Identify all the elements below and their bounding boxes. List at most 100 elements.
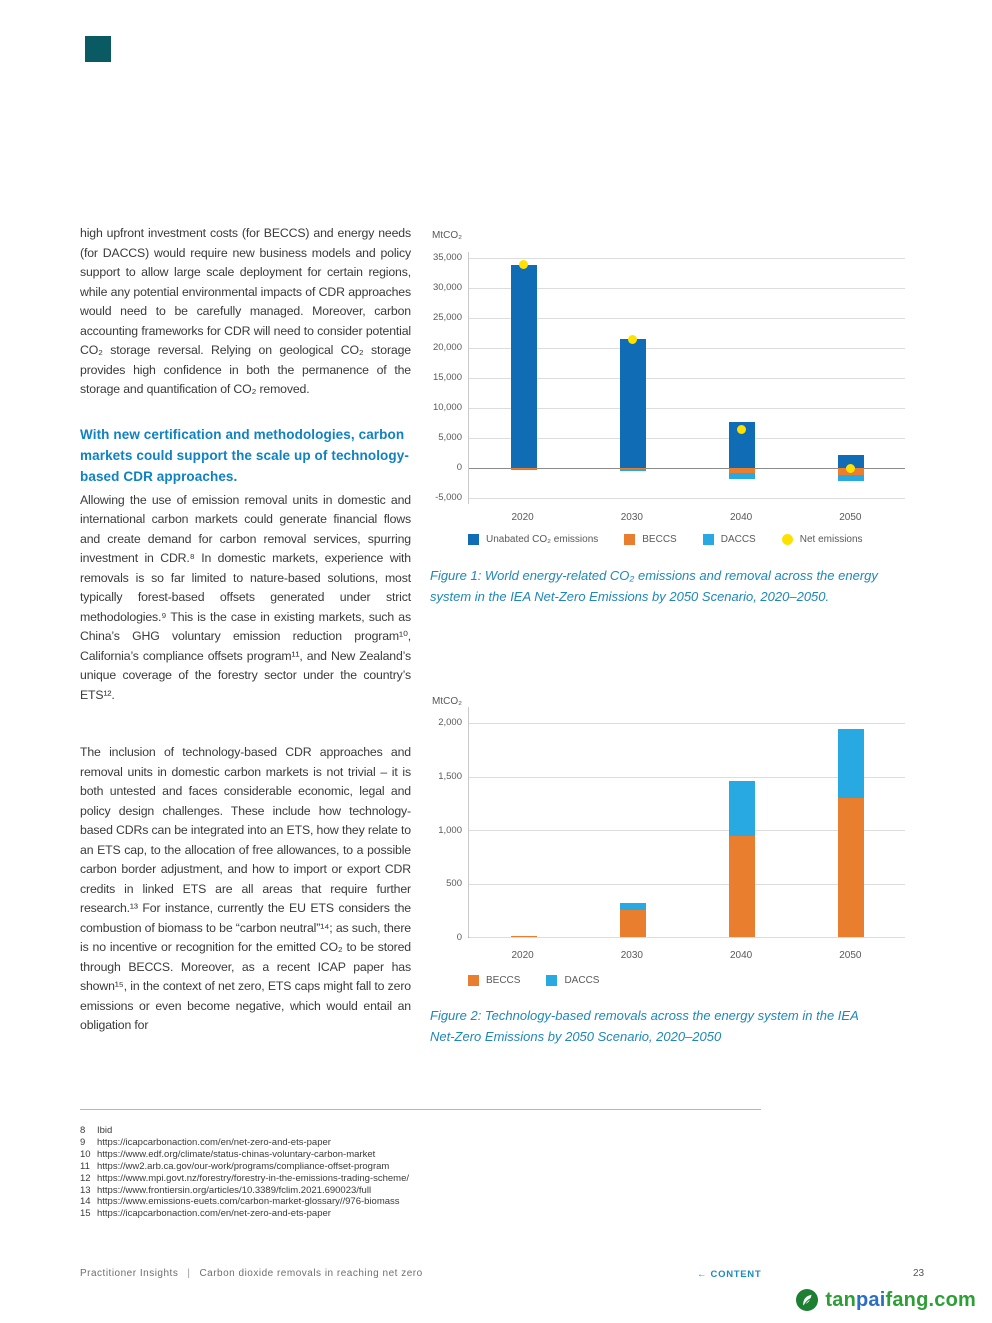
bar-segment-beccs xyxy=(728,468,755,474)
bar-segment-daccs xyxy=(728,473,755,479)
footnote-link[interactable]: https://ww2.arb.ca.gov/our-work/programs… xyxy=(97,1160,390,1172)
net-emissions-dot xyxy=(737,425,746,435)
legend-item: BECCS xyxy=(624,534,677,545)
footnote-number: 8 xyxy=(80,1125,86,1136)
bar-segment-beccs xyxy=(728,836,755,937)
footnote-row: 10 https://www.edf.org/climate/status-chi… xyxy=(80,1149,770,1161)
figure2-chart: MtCO₂ 0 500 1,000 1,500 2,000 2020 2030 2040 205… xyxy=(430,696,908,996)
gridline xyxy=(469,318,905,319)
y-axis-unit-label: MtCO₂ xyxy=(432,696,462,707)
x-axis-tick-label: 2040 xyxy=(730,512,753,523)
zero-gridline xyxy=(469,937,905,938)
gridline xyxy=(469,883,905,885)
gridline xyxy=(469,498,905,499)
footnote-row: 12 https://www.mpi.govt.nz/forestry/fores… xyxy=(80,1173,770,1185)
y-axis-tick-label: 25,000 xyxy=(432,312,462,323)
article-text-column: high upfront investment costs (for BECCS… xyxy=(80,224,411,1036)
net-emissions-dot xyxy=(846,463,855,473)
brand-square xyxy=(85,36,111,62)
y-axis-tick-label: 0 xyxy=(456,932,462,943)
bar-segment-unabated-co-emissions xyxy=(619,339,646,468)
figure1-caption: Figure 1: World energy-related CO₂ emiss… xyxy=(430,568,878,604)
legend-swatch xyxy=(781,534,793,545)
paragraph-2: Allowing the use of emission removal uni… xyxy=(80,492,411,702)
legend-item: Unabated CO₂ emissions xyxy=(468,534,598,545)
footnote-row: 8 Ibid xyxy=(80,1125,770,1137)
bar-segment-beccs xyxy=(510,468,537,469)
legend-swatch xyxy=(624,534,636,545)
legend-label: Unabated CO₂ emissions xyxy=(486,534,599,545)
gridline xyxy=(469,723,905,725)
bar-segment-daccs xyxy=(837,729,864,798)
x-axis-tick-label: 2020 xyxy=(511,950,534,961)
footer-left: Practitioner Insights | Carbon dioxide rem… xyxy=(80,1268,423,1279)
footer-doc-title: Carbon dioxide removals in reaching net … xyxy=(199,1268,423,1279)
legend-label: Net emissions xyxy=(799,534,863,545)
legend-item: DACCS xyxy=(702,534,756,545)
gridline xyxy=(469,776,905,778)
figure1-chart: MtCO₂ -5,000 0 5,000 10,000 15,000 20,000 25,0… xyxy=(430,230,908,560)
footer-separator: | xyxy=(187,1268,191,1279)
y-axis-tick-label: 30,000 xyxy=(432,282,462,293)
legend-label: BECCS xyxy=(486,975,521,986)
chart-legend: BECCS DACCS xyxy=(468,975,599,986)
legend-item: Net emissions xyxy=(781,534,863,545)
footnotes: 8 Ibid 9 https://icapcarbonaction.com/en/ne… xyxy=(80,1125,770,1220)
net-emissions-dot xyxy=(628,335,637,345)
x-axis-tick-label: 2050 xyxy=(839,512,862,523)
legend-item: BECCS xyxy=(468,975,520,986)
legend-swatch xyxy=(546,975,558,986)
y-axis-tick-label: -5,000 xyxy=(435,492,462,503)
x-axis-tick-label: 2040 xyxy=(730,950,753,961)
legend-swatch xyxy=(468,534,479,545)
footnote-link[interactable]: https://www.mpi.govt.nz/forestry/forestr… xyxy=(97,1172,410,1184)
footnote-link[interactable]: https://icapcarbonaction.com/en/net-zero… xyxy=(97,1208,331,1220)
bar-segment-daccs xyxy=(837,474,864,481)
bar-segment-beccs xyxy=(837,797,864,937)
figure2-caption: Figure 2: Technology-based removals acro… xyxy=(430,1008,859,1044)
tanpaifang-watermark[interactable]: tanpaifang.com xyxy=(795,1288,976,1312)
gridline xyxy=(469,288,905,289)
footnote-row: 9 https://icapcarbonaction.com/en/net-zer… xyxy=(80,1137,770,1149)
y-axis-tick-label: 1,000 xyxy=(438,824,462,836)
y-axis-tick-label: 20,000 xyxy=(432,342,462,353)
footnote-number: 13 xyxy=(80,1184,91,1196)
footnote-link[interactable]: https://www.emissions-euets.com/carbon-m… xyxy=(97,1196,400,1208)
content-link[interactable]: ← CONTENT xyxy=(697,1269,762,1280)
bar-segment-beccs xyxy=(510,936,537,937)
footnote-number: 11 xyxy=(80,1160,90,1172)
bar-segment-beccs xyxy=(619,468,646,469)
bar-segment-unabated-co-emissions xyxy=(837,454,864,468)
x-axis-tick-label: 2050 xyxy=(839,950,862,961)
gridline xyxy=(469,830,905,832)
y-axis-unit-label: MtCO₂ xyxy=(432,230,462,241)
y-axis-tick-label: 15,000 xyxy=(432,372,462,383)
footnote-row: 11 https://ww2.arb.ca.gov/our-work/progra… xyxy=(80,1161,770,1173)
gridline xyxy=(469,438,905,439)
y-axis-tick-label: 10,000 xyxy=(432,402,462,413)
section-heading: With new certification and methodologies… xyxy=(80,426,409,484)
footnote-number: 14 xyxy=(80,1196,91,1208)
chart-legend: Unabated CO₂ emissions BECCS DACCS Net emis… xyxy=(468,534,863,545)
footnote-link[interactable]: https://www.edf.org/climate/status-china… xyxy=(97,1148,376,1160)
footnote-link[interactable]: https://www.frontiersin.org/articles/10.… xyxy=(97,1184,372,1196)
footnote-number: 12 xyxy=(80,1172,91,1184)
plot-area xyxy=(468,252,905,504)
paragraph-1: high upfront investment costs (for BECCS… xyxy=(80,226,411,396)
bar-segment-daccs xyxy=(619,468,646,471)
y-axis-tick-label: 35,000 xyxy=(432,252,462,263)
net-emissions-dot xyxy=(519,260,528,270)
footnote-number: 10 xyxy=(80,1148,91,1160)
x-axis-tick-label: 2030 xyxy=(620,950,643,961)
x-axis-tick-label: 2030 xyxy=(620,512,643,523)
legend-swatch xyxy=(468,975,479,986)
footnote-link[interactable]: https://icapcarbonaction.com/en/net-zero… xyxy=(97,1136,331,1148)
y-axis-tick-label: 5,000 xyxy=(438,432,462,443)
footnote-row: 15 https://icapcarbonaction.com/en/net-ze… xyxy=(80,1208,770,1220)
y-axis-tick-label: 0 xyxy=(456,462,462,473)
x-axis-tick-label: 2020 xyxy=(511,512,534,523)
y-axis-tick-label: 1,500 xyxy=(438,770,462,782)
watermark-text: tanpaifang.com xyxy=(825,1289,976,1312)
bar-segment-unabated-co-emissions xyxy=(510,264,537,468)
footnote-number: 15 xyxy=(80,1208,91,1220)
